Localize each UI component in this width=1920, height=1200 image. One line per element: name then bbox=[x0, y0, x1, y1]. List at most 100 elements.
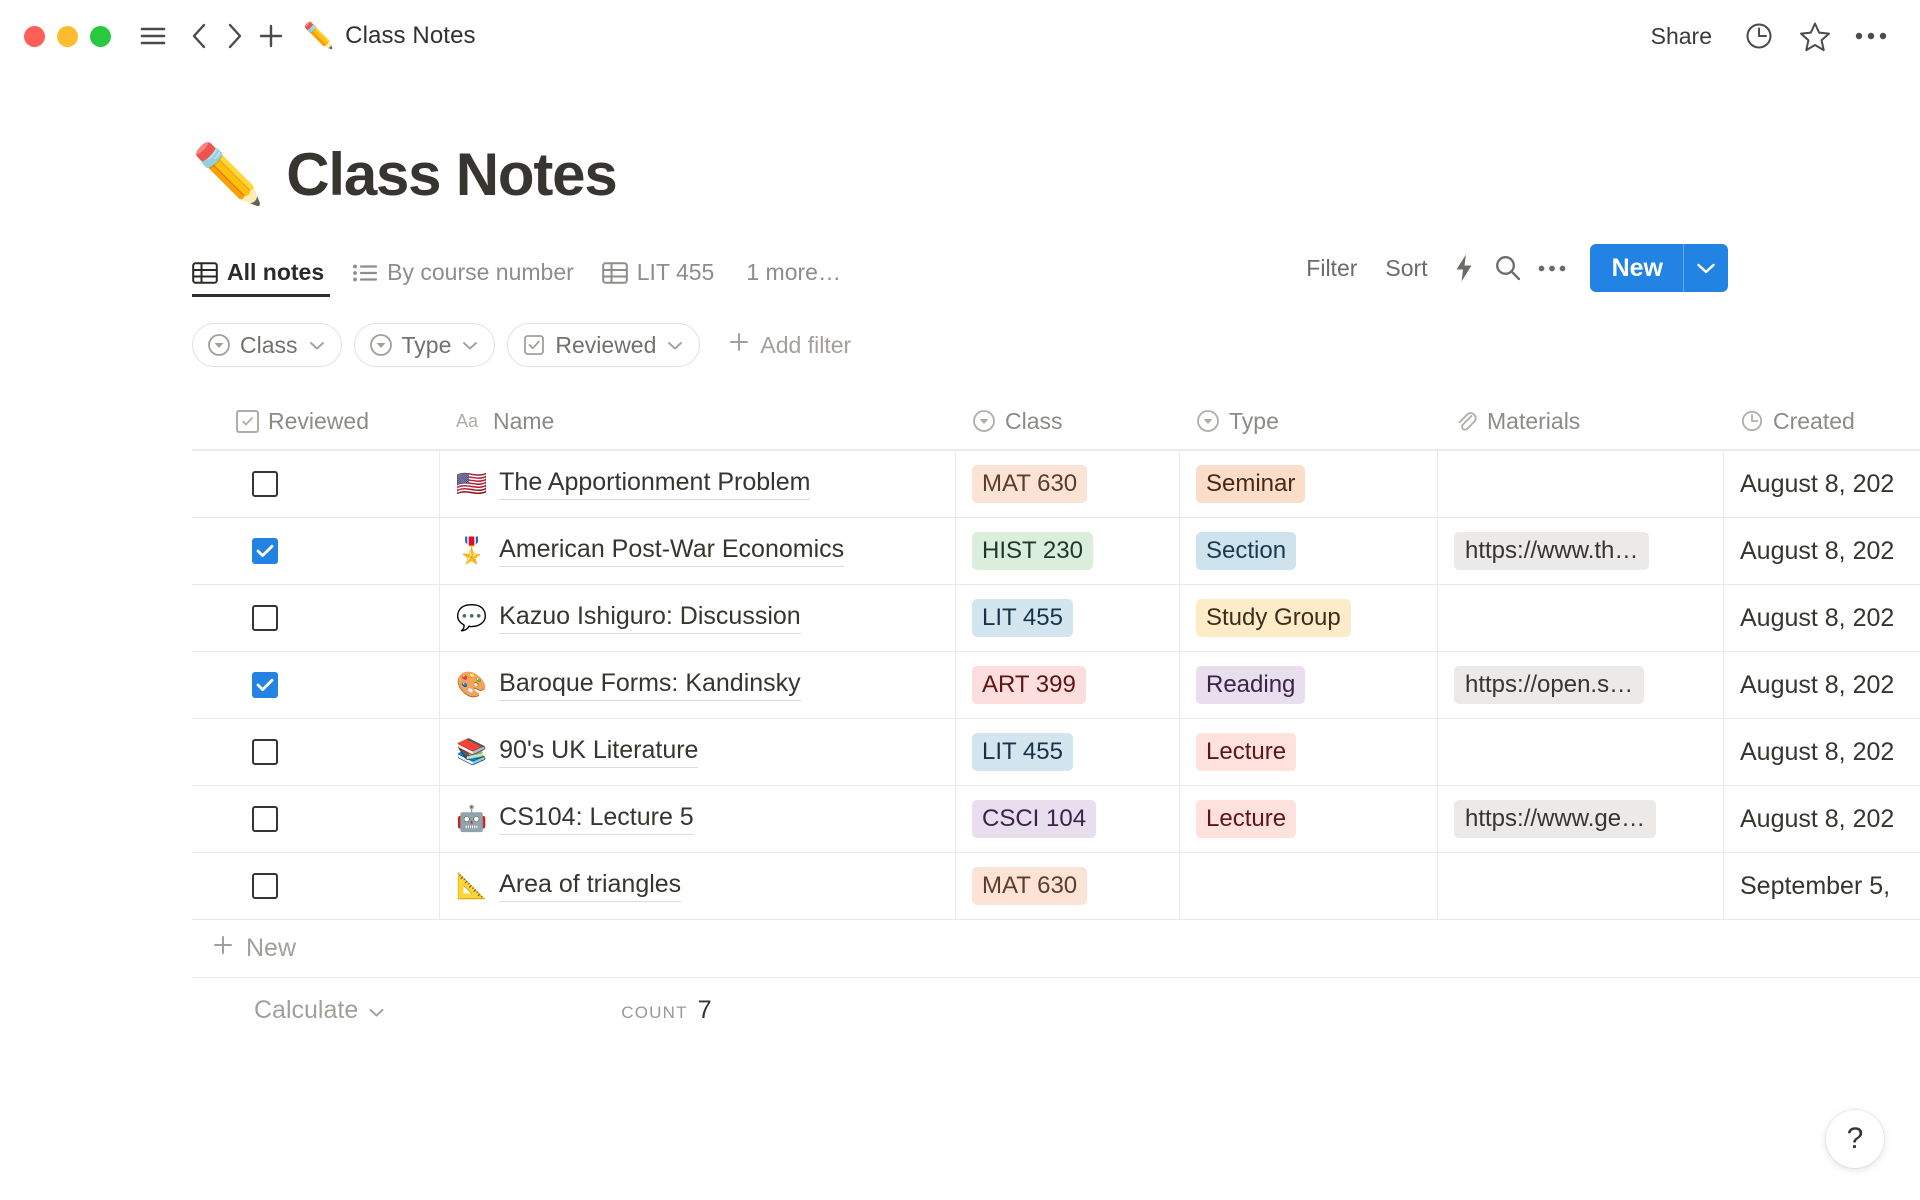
plus-icon[interactable] bbox=[253, 18, 289, 54]
cell-reviewed[interactable] bbox=[192, 786, 440, 852]
cell-type[interactable]: Lecture bbox=[1180, 719, 1438, 785]
row-checkbox[interactable] bbox=[252, 739, 278, 765]
row-checkbox[interactable] bbox=[252, 672, 278, 698]
breadcrumb[interactable]: ✏️ Class Notes bbox=[303, 22, 476, 50]
tab-lit-455[interactable]: LIT 455 bbox=[588, 259, 729, 297]
cell-materials[interactable] bbox=[1438, 585, 1724, 651]
column-header-created[interactable]: Created bbox=[1724, 393, 1920, 449]
new-button[interactable]: New bbox=[1611, 253, 1663, 282]
cell-materials[interactable]: https://www.th… bbox=[1438, 518, 1724, 584]
type-tag[interactable]: Lecture bbox=[1196, 733, 1297, 771]
chevron-left-icon[interactable] bbox=[181, 18, 217, 54]
lightning-bolt-icon[interactable] bbox=[1442, 248, 1486, 288]
cell-type[interactable]: Seminar bbox=[1180, 451, 1438, 517]
cell-class[interactable]: MAT 630 bbox=[956, 451, 1180, 517]
close-window-button[interactable] bbox=[24, 25, 45, 47]
table-row[interactable]: 💬 Kazuo Ishiguro: Discussion LIT 455 Study … bbox=[192, 585, 1920, 652]
cell-reviewed[interactable] bbox=[192, 853, 440, 919]
page-icon-emoji[interactable]: ✏️ bbox=[192, 141, 265, 207]
cell-created[interactable]: August 8, 202 bbox=[1724, 719, 1920, 785]
row-checkbox[interactable] bbox=[252, 538, 278, 564]
cell-created[interactable]: September 5, bbox=[1724, 853, 1920, 919]
cell-materials[interactable] bbox=[1438, 719, 1724, 785]
cell-class[interactable]: HIST 230 bbox=[956, 518, 1180, 584]
table-row[interactable]: 🇺🇸 The Apportionment Problem MAT 630 Semina… bbox=[192, 450, 1920, 518]
type-tag[interactable]: Seminar bbox=[1196, 465, 1306, 503]
cell-created[interactable]: August 8, 202 bbox=[1724, 786, 1920, 852]
row-title-link[interactable]: Kazuo Ishiguro: Discussion bbox=[499, 602, 801, 634]
cell-class[interactable]: LIT 455 bbox=[956, 719, 1180, 785]
table-row[interactable]: 🤖 CS104: Lecture 5 CSCI 104 Lecture https://… bbox=[192, 786, 1920, 853]
filter-button[interactable]: Filter bbox=[1306, 254, 1358, 281]
tab-all-notes[interactable]: All notes bbox=[192, 259, 338, 297]
ellipsis-icon[interactable] bbox=[1530, 248, 1574, 288]
materials-link[interactable]: https://www.ge… bbox=[1454, 800, 1657, 838]
type-tag[interactable]: Lecture bbox=[1196, 800, 1297, 838]
materials-link[interactable]: https://open.s… bbox=[1454, 666, 1645, 704]
column-header-type[interactable]: Type bbox=[1180, 393, 1438, 449]
cell-reviewed[interactable] bbox=[192, 585, 440, 651]
row-checkbox[interactable] bbox=[252, 605, 278, 631]
cell-created[interactable]: August 8, 202 bbox=[1724, 652, 1920, 718]
row-title-link[interactable]: The Apportionment Problem bbox=[499, 468, 811, 500]
filter-chip-reviewed[interactable]: Reviewed bbox=[507, 323, 701, 367]
cell-reviewed[interactable] bbox=[192, 451, 440, 517]
row-checkbox[interactable] bbox=[252, 873, 278, 899]
minimize-window-button[interactable] bbox=[57, 25, 78, 47]
table-row[interactable]: 📐 Area of triangles MAT 630 September 5, bbox=[192, 853, 1920, 920]
chevron-right-icon[interactable] bbox=[217, 18, 253, 54]
cell-name[interactable]: 🇺🇸 The Apportionment Problem bbox=[440, 451, 956, 517]
cell-name[interactable]: 🤖 CS104: Lecture 5 bbox=[440, 786, 956, 852]
cell-name[interactable]: 🎨 Baroque Forms: Kandinsky bbox=[440, 652, 956, 718]
cell-name[interactable]: 💬 Kazuo Ishiguro: Discussion bbox=[440, 585, 956, 651]
search-icon[interactable] bbox=[1486, 248, 1530, 288]
cell-class[interactable]: ART 399 bbox=[956, 652, 1180, 718]
class-tag[interactable]: LIT 455 bbox=[972, 733, 1073, 771]
column-header-class[interactable]: Class bbox=[956, 393, 1180, 449]
chevron-down-icon[interactable] bbox=[1684, 244, 1728, 292]
table-row[interactable]: 🎨 Baroque Forms: Kandinsky ART 399 Reading h… bbox=[192, 652, 1920, 719]
cell-class[interactable]: LIT 455 bbox=[956, 585, 1180, 651]
table-row[interactable]: 🎖️ American Post-War Economics HIST 230 Sec… bbox=[192, 518, 1920, 585]
type-tag[interactable]: Section bbox=[1196, 532, 1297, 570]
type-tag[interactable]: Study Group bbox=[1196, 599, 1351, 637]
cell-materials[interactable] bbox=[1438, 451, 1724, 517]
page-title-text[interactable]: Class Notes bbox=[286, 141, 617, 208]
cell-name[interactable]: 📚 90's UK Literature bbox=[440, 719, 956, 785]
ellipsis-icon[interactable] bbox=[1854, 19, 1888, 53]
maximize-window-button[interactable] bbox=[90, 25, 111, 47]
row-checkbox[interactable] bbox=[252, 471, 278, 497]
class-tag[interactable]: CSCI 104 bbox=[972, 800, 1097, 838]
cell-type[interactable]: Section bbox=[1180, 518, 1438, 584]
column-header-reviewed[interactable]: Reviewed bbox=[192, 393, 440, 449]
type-tag[interactable]: Reading bbox=[1196, 666, 1306, 704]
cell-materials[interactable] bbox=[1438, 853, 1724, 919]
class-tag[interactable]: MAT 630 bbox=[972, 867, 1088, 905]
help-button[interactable]: ? bbox=[1826, 1110, 1884, 1168]
add-filter-button[interactable]: Add filter bbox=[720, 331, 859, 359]
sort-button[interactable]: Sort bbox=[1385, 254, 1428, 281]
cell-type[interactable]: Study Group bbox=[1180, 585, 1438, 651]
clock-icon[interactable] bbox=[1742, 19, 1776, 53]
column-header-materials[interactable]: Materials bbox=[1438, 393, 1724, 449]
cell-created[interactable]: August 8, 202 bbox=[1724, 451, 1920, 517]
cell-created[interactable]: August 8, 202 bbox=[1724, 585, 1920, 651]
hamburger-menu-icon[interactable] bbox=[135, 18, 171, 54]
cell-type[interactable]: Lecture bbox=[1180, 786, 1438, 852]
cell-type[interactable] bbox=[1180, 853, 1438, 919]
tab-more-views[interactable]: 1 more… bbox=[728, 259, 855, 297]
cell-type[interactable]: Reading bbox=[1180, 652, 1438, 718]
cell-reviewed[interactable] bbox=[192, 518, 440, 584]
cell-class[interactable]: MAT 630 bbox=[956, 853, 1180, 919]
cell-class[interactable]: CSCI 104 bbox=[956, 786, 1180, 852]
row-title-link[interactable]: Baroque Forms: Kandinsky bbox=[499, 669, 801, 701]
column-header-name[interactable]: Aa Name bbox=[440, 393, 956, 449]
row-checkbox[interactable] bbox=[252, 806, 278, 832]
class-tag[interactable]: ART 399 bbox=[972, 666, 1086, 704]
cell-created[interactable]: August 8, 202 bbox=[1724, 518, 1920, 584]
class-tag[interactable]: HIST 230 bbox=[972, 532, 1093, 570]
class-tag[interactable]: MAT 630 bbox=[972, 465, 1088, 503]
materials-link[interactable]: https://www.th… bbox=[1454, 532, 1650, 570]
row-title-link[interactable]: CS104: Lecture 5 bbox=[499, 803, 694, 835]
cell-name[interactable]: 🎖️ American Post-War Economics bbox=[440, 518, 956, 584]
